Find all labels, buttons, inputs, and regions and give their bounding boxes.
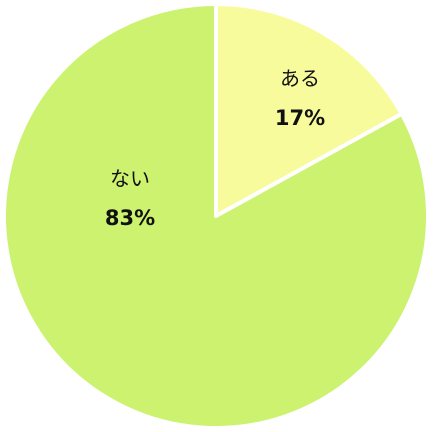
pie-slice	[2, 2, 430, 430]
slice-value-label: 17%	[275, 106, 325, 130]
slice-value-label: 83%	[105, 206, 155, 230]
slice-label: ない	[110, 167, 150, 191]
slice-label: ある	[280, 67, 320, 91]
pie-slice	[214, 2, 404, 218]
